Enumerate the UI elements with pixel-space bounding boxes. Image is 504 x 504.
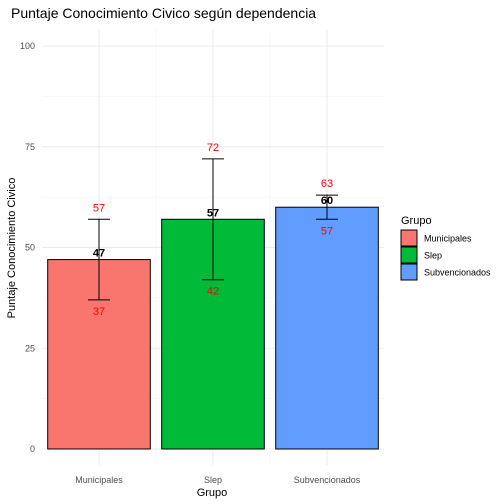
y-axis-title: Puntaje Conocimiento Civico [6, 178, 18, 319]
legend-title: Grupo [401, 215, 432, 227]
x-axis-ticks: Municipales Slep Subvencionados [75, 475, 361, 485]
mean-label: 47 [93, 248, 105, 260]
legend: Grupo Municipales Slep Subvencionados [400, 215, 491, 281]
upper-label: 63 [321, 178, 333, 190]
bars [47, 206, 379, 450]
legend-label: Subvencionados [424, 268, 491, 278]
y-axis-ticks: 0 25 50 75 100 [20, 41, 35, 454]
error-bars [88, 158, 338, 301]
upper-label: 72 [207, 142, 219, 154]
y-tick-label: 100 [20, 41, 35, 51]
x-tick-label: Slep [204, 475, 222, 485]
x-tick-label: Municipales [75, 475, 123, 485]
legend-swatch [400, 229, 418, 247]
lower-label: 37 [93, 306, 105, 318]
data-labels: 47 57 37 57 72 42 60 63 57 [93, 142, 333, 318]
legend-items: Municipales Slep Subvencionados [400, 229, 491, 281]
upper-label: 57 [93, 202, 105, 214]
y-tick-label: 25 [25, 343, 35, 353]
mean-label: 57 [207, 207, 219, 219]
x-tick-label: Subvencionados [294, 475, 361, 485]
y-tick-label: 50 [25, 243, 35, 253]
mean-label: 60 [321, 195, 333, 207]
legend-swatch [400, 246, 418, 264]
legend-swatch [400, 263, 418, 281]
y-tick-label: 75 [25, 142, 35, 152]
x-axis-title: Grupo [197, 487, 228, 499]
legend-label: Slep [424, 251, 442, 261]
y-tick-label: 0 [30, 444, 35, 454]
chart-title: Puntaje Conocimiento Civico según depend… [11, 5, 316, 21]
legend-label: Municipales [424, 234, 472, 244]
lower-label: 57 [321, 225, 333, 237]
lower-label: 42 [207, 286, 219, 298]
bar-subvencionados [275, 206, 379, 450]
